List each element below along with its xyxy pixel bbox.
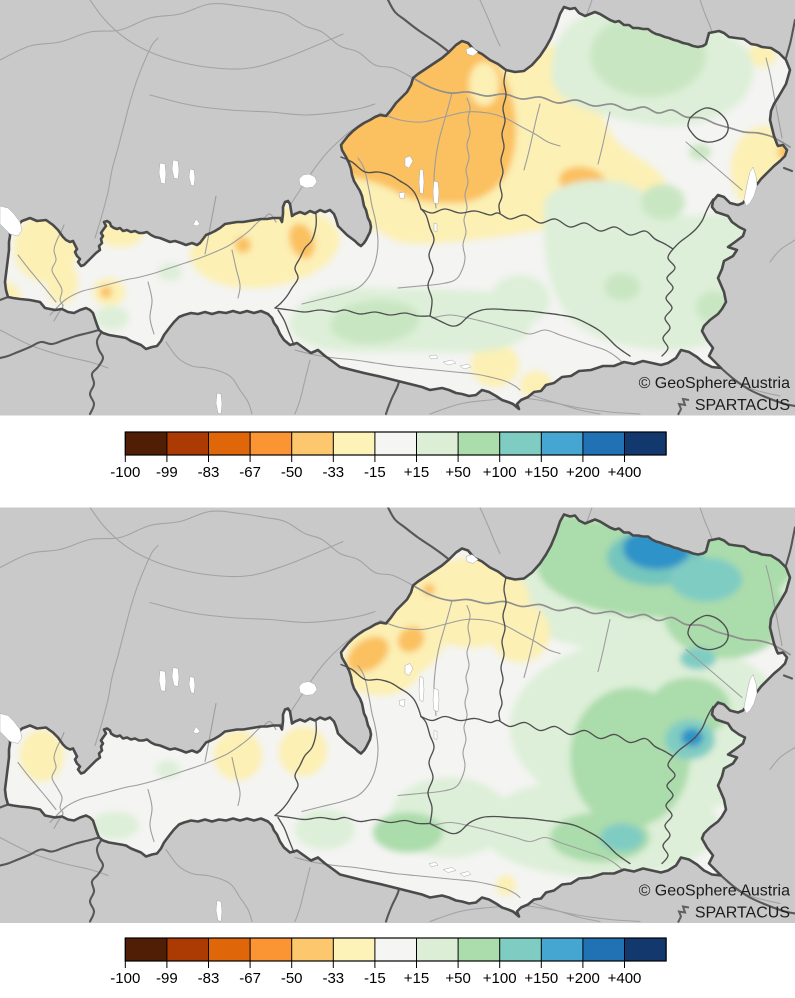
svg-text:+400: +400 — [608, 970, 642, 987]
svg-text:+400: +400 — [608, 464, 642, 481]
svg-text:-15: -15 — [364, 970, 386, 987]
svg-text:© GeoSphere Austria: © GeoSphere Austria — [639, 883, 791, 900]
svg-text:+150: +150 — [524, 970, 558, 987]
svg-text:+50: +50 — [445, 464, 470, 481]
svg-text:-99: -99 — [156, 970, 178, 987]
svg-text:-67: -67 — [239, 464, 261, 481]
svg-text:SPARTACUS: SPARTACUS — [695, 905, 790, 922]
svg-text:+200: +200 — [566, 464, 600, 481]
svg-text:-33: -33 — [322, 464, 344, 481]
svg-text:+200: +200 — [566, 970, 600, 987]
svg-text:+15: +15 — [404, 464, 429, 481]
svg-text:-67: -67 — [239, 970, 261, 987]
svg-text:-33: -33 — [322, 970, 344, 987]
svg-text:-100: -100 — [110, 464, 140, 481]
svg-text:-83: -83 — [198, 464, 220, 481]
svg-text:SPARTACUS: SPARTACUS — [695, 397, 790, 414]
svg-text:-15: -15 — [364, 464, 386, 481]
svg-text:-83: -83 — [198, 970, 220, 987]
svg-text:© GeoSphere Austria: © GeoSphere Austria — [639, 375, 791, 392]
svg-text:+150: +150 — [524, 464, 558, 481]
svg-text:-99: -99 — [156, 464, 178, 481]
svg-text:-100: -100 — [110, 970, 140, 987]
svg-text:+100: +100 — [483, 970, 517, 987]
svg-text:+15: +15 — [404, 970, 429, 987]
svg-text:+100: +100 — [483, 464, 517, 481]
svg-text:+50: +50 — [445, 970, 470, 987]
svg-text:-50: -50 — [281, 970, 303, 987]
svg-text:-50: -50 — [281, 464, 303, 481]
